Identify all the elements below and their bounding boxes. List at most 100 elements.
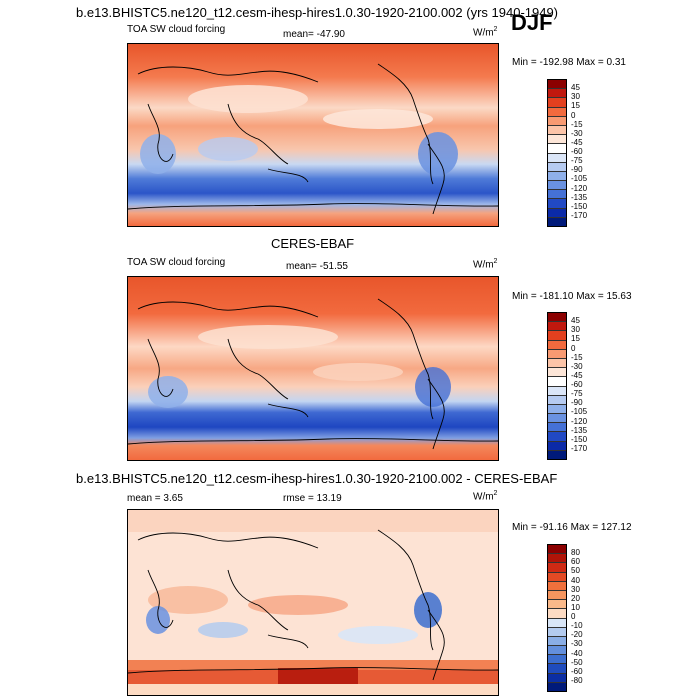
panel3-colorbar [547, 544, 567, 692]
colorbar-tick-label: -45 [571, 370, 583, 380]
figure-title: b.e13.BHISTC5.ne120_t12.cesm-ihesp-hires… [76, 5, 559, 20]
colorbar-swatch [548, 322, 566, 332]
colorbar-tick-label: -80 [571, 675, 583, 685]
colorbar-swatch [548, 107, 566, 117]
colorbar-swatch [548, 340, 566, 350]
colorbar-tick-label: -15 [571, 352, 583, 362]
colorbar-tick-label: 30 [571, 92, 580, 102]
colorbar-swatch [548, 98, 566, 108]
colorbar-swatch [548, 581, 566, 591]
colorbar-swatch [548, 423, 566, 433]
colorbar-swatch [548, 135, 566, 145]
colorbar-swatch [548, 673, 566, 683]
colorbar-tick-label: 10 [571, 602, 580, 612]
panel3-units: W/m2 [473, 490, 498, 503]
panel1-minmax: Min = -192.98 Max = 0.31 [512, 57, 626, 68]
colorbar-swatch [548, 618, 566, 628]
colorbar-tick-label: -30 [571, 128, 583, 138]
colorbar-swatch [548, 636, 566, 647]
colorbar-tick-label: -50 [571, 657, 583, 667]
colorbar-tick-label: -60 [571, 666, 583, 676]
panel1-map-svg [128, 44, 498, 226]
panel3-map [127, 509, 499, 696]
colorbar-tick-label: -75 [571, 156, 583, 166]
colorbar-tick-label: -135 [571, 192, 588, 202]
colorbar-swatch [548, 313, 566, 323]
colorbar-tick-label: -120 [571, 183, 588, 193]
colorbar-tick-label: 60 [571, 557, 580, 567]
colorbar-swatch [548, 600, 566, 610]
colorbar-swatch [548, 190, 566, 200]
panel2-minmax: Min = -181.10 Max = 15.63 [512, 291, 632, 302]
colorbar-tick-label: 50 [571, 566, 580, 576]
panel1-field-label: TOA SW cloud forcing [127, 24, 226, 35]
colorbar-swatch [548, 609, 566, 619]
panel2-colorbar-swatches [547, 312, 567, 460]
colorbar-swatch [548, 590, 566, 601]
colorbar-swatch [548, 441, 566, 451]
colorbar-swatch [548, 646, 566, 656]
colorbar-tick-label: -150 [571, 201, 588, 211]
colorbar-tick-label: -20 [571, 630, 583, 640]
colorbar-swatch [548, 181, 566, 191]
colorbar-tick-label: -135 [571, 425, 588, 435]
colorbar-swatch [548, 682, 566, 691]
colorbar-swatch [548, 358, 566, 369]
colorbar-tick-label: -120 [571, 416, 588, 426]
colorbar-tick-label: -45 [571, 137, 583, 147]
panel2-units: W/m2 [473, 258, 498, 271]
colorbar-tick-label: 80 [571, 548, 580, 558]
panel3-mean: mean = 3.65 [127, 493, 183, 504]
colorbar-swatch [548, 395, 566, 405]
panel3-rmse: rmse = 13.19 [283, 493, 342, 504]
colorbar-swatch [548, 89, 566, 99]
colorbar-tick-label: 0 [571, 110, 576, 120]
panel2-colorbar [547, 312, 567, 460]
colorbar-tick-label: 30 [571, 584, 580, 594]
colorbar-tick-label: 20 [571, 593, 580, 603]
colorbar-tick-label: -150 [571, 434, 588, 444]
colorbar-tick-label: -10 [571, 621, 583, 631]
colorbar-tick-label: -90 [571, 398, 583, 408]
colorbar-tick-label: -30 [571, 639, 583, 649]
colorbar-swatch [548, 217, 566, 226]
colorbar-tick-label: 30 [571, 325, 580, 335]
colorbar-swatch [548, 116, 566, 126]
colorbar-swatch [548, 349, 566, 359]
colorbar-tick-label: 15 [571, 101, 580, 111]
colorbar-swatch [548, 432, 566, 442]
panel1-mean: mean= -47.90 [283, 29, 345, 40]
colorbar-swatch [548, 627, 566, 637]
colorbar-swatch [548, 450, 566, 459]
panel3-minmax: Min = -91.16 Max = 127.12 [512, 522, 632, 533]
colorbar-tick-label: -170 [571, 210, 588, 220]
panel1-colorbar-swatches [547, 79, 567, 227]
colorbar-swatch [548, 563, 566, 573]
colorbar-swatch [548, 377, 566, 387]
panel3-title: b.e13.BHISTC5.ne120_t12.cesm-ihesp-hires… [76, 471, 558, 486]
colorbar-swatch [548, 199, 566, 209]
colorbar-swatch [548, 664, 566, 674]
panel1-map [127, 43, 499, 227]
colorbar-swatch [548, 144, 566, 154]
colorbar-swatch [548, 162, 566, 172]
colorbar-swatch [548, 171, 566, 182]
colorbar-tick-label: -40 [571, 648, 583, 658]
colorbar-swatch [548, 554, 566, 564]
colorbar-swatch [548, 386, 566, 396]
colorbar-swatch [548, 545, 566, 555]
colorbar-swatch [548, 404, 566, 415]
panel3-colorbar-swatches [547, 544, 567, 692]
colorbar-swatch [548, 153, 566, 163]
colorbar-swatch [548, 414, 566, 424]
colorbar-tick-label: -90 [571, 165, 583, 175]
colorbar-swatch [548, 331, 566, 341]
colorbar-tick-label: 45 [571, 83, 580, 93]
panel2-map [127, 276, 499, 461]
panel1-units: W/m2 [473, 26, 498, 39]
colorbar-swatch [548, 655, 566, 665]
colorbar-tick-label: -75 [571, 389, 583, 399]
colorbar-tick-label: -15 [571, 119, 583, 129]
colorbar-tick-label: 40 [571, 575, 580, 585]
colorbar-tick-label: -30 [571, 361, 583, 371]
